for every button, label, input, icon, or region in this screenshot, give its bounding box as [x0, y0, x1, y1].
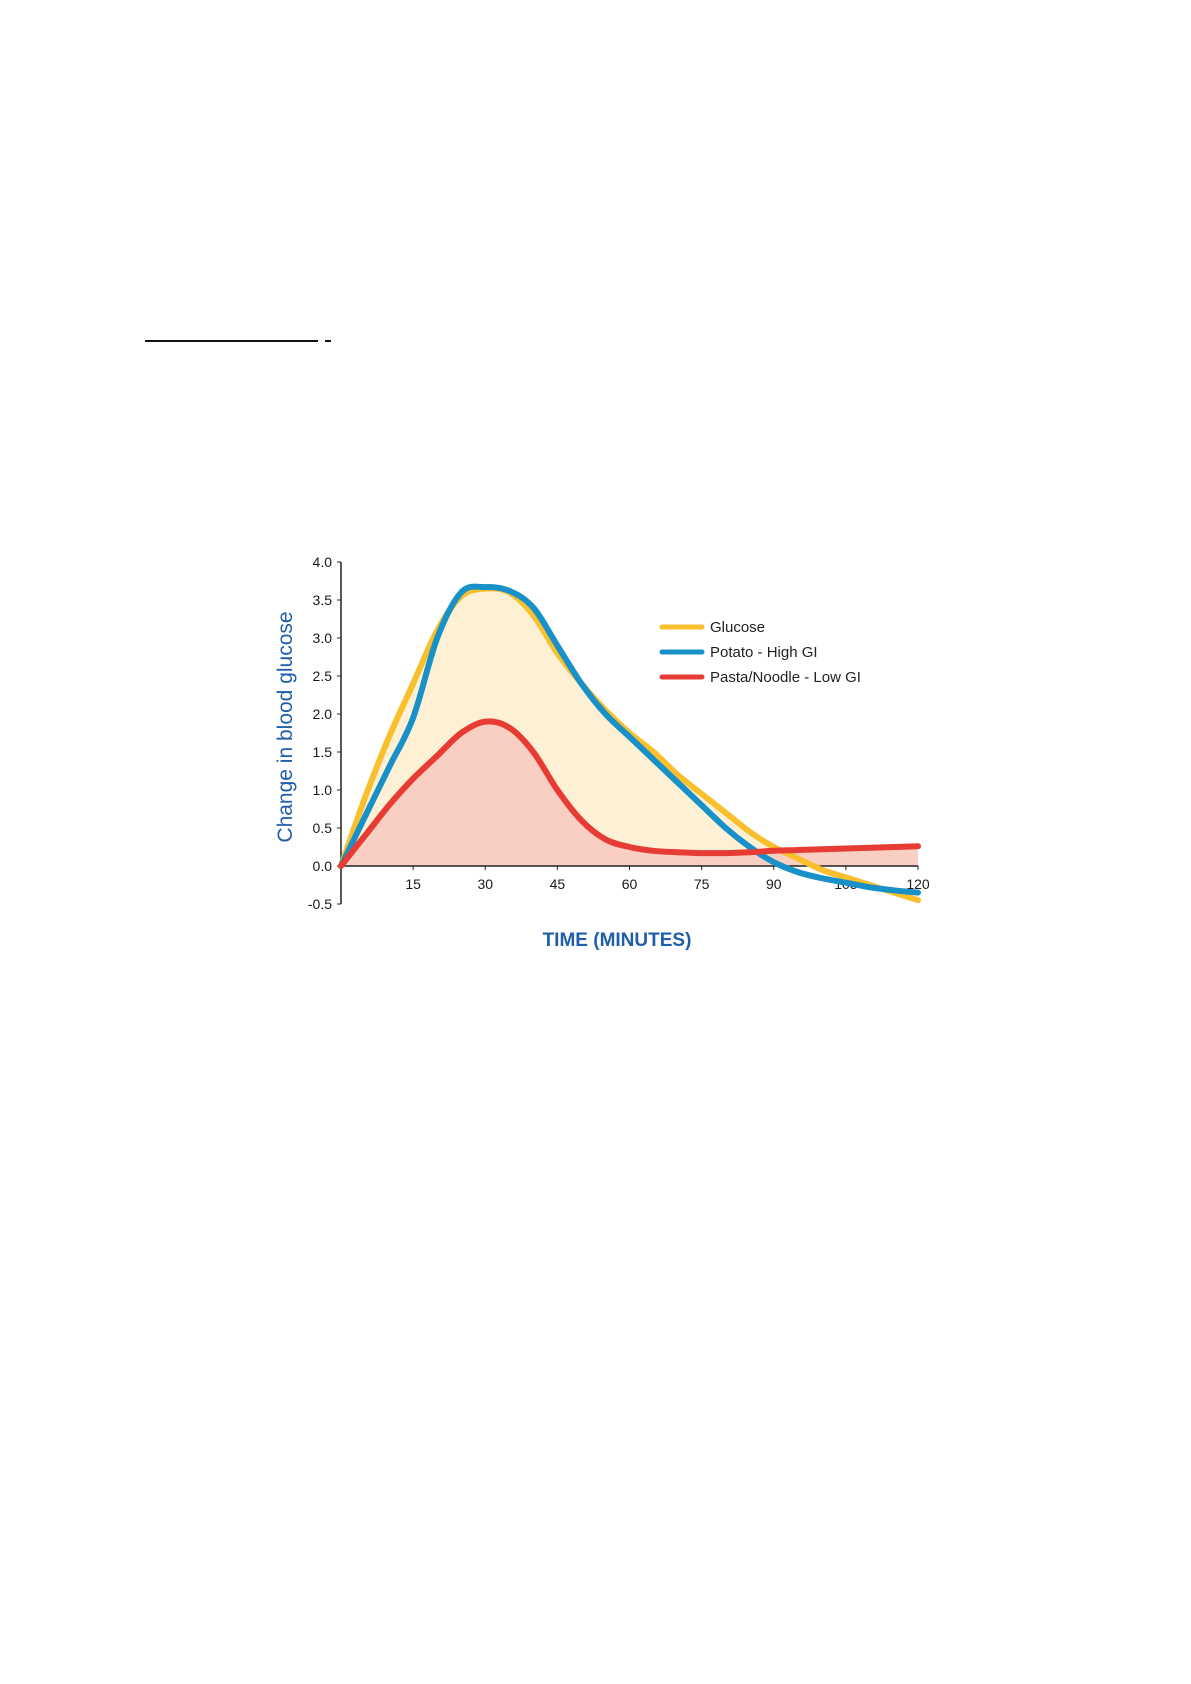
x-tick-label: 90: [766, 876, 782, 892]
legend: Glucose Potato - High GI Pasta/Noodle - Lo…: [659, 619, 861, 686]
y-tick-label: 3.0: [313, 630, 333, 646]
y-tick-label: 0.0: [313, 858, 333, 874]
y-tick-label: 1.0: [313, 782, 333, 798]
x-tick-label: 120: [906, 876, 930, 892]
y-ticks: 4.0 3.5 3.0 2.5 2.0 1.5 1.0 0.5 0.0 -0.5: [308, 554, 341, 912]
y-tick-label: 0.5: [313, 820, 333, 836]
x-tick-label: 75: [694, 876, 710, 892]
area-fills: [341, 588, 918, 867]
legend-label: Pasta/Noodle - Low GI: [710, 669, 861, 686]
pasta-noodle-low-gi-area: [341, 721, 918, 866]
legend-label: Potato - High GI: [710, 644, 818, 661]
x-tick-label: 30: [477, 876, 493, 892]
document-rule-long: [145, 340, 318, 342]
potato-high-gi-line: [338, 583, 921, 896]
y-tick-label: 2.5: [313, 668, 333, 684]
x-tick-label: 60: [622, 876, 638, 892]
y-axis-title: Change in blood glucose: [274, 611, 297, 842]
pasta-noodle-low-gi-line: [338, 718, 921, 869]
y-tick-label: 3.5: [313, 592, 333, 608]
x-tick-label: 45: [550, 876, 566, 892]
x-axis-title: TIME (MINUTES): [543, 930, 692, 951]
series-lines: [338, 583, 921, 904]
y-tick-label: 4.0: [313, 554, 333, 570]
legend-label: Glucose: [710, 619, 765, 636]
chart-axes: 4.0 3.5 3.0 2.5 2.0 1.5 1.0 0.5 0.0 -0.5 15 30 45 60…: [308, 554, 930, 912]
document-rule-short: [325, 340, 331, 342]
y-tick-label: 2.0: [313, 706, 333, 722]
y-tick-label: -0.5: [308, 896, 332, 912]
x-tick-label: 15: [405, 876, 421, 892]
y-tick-label: 1.5: [313, 744, 333, 760]
